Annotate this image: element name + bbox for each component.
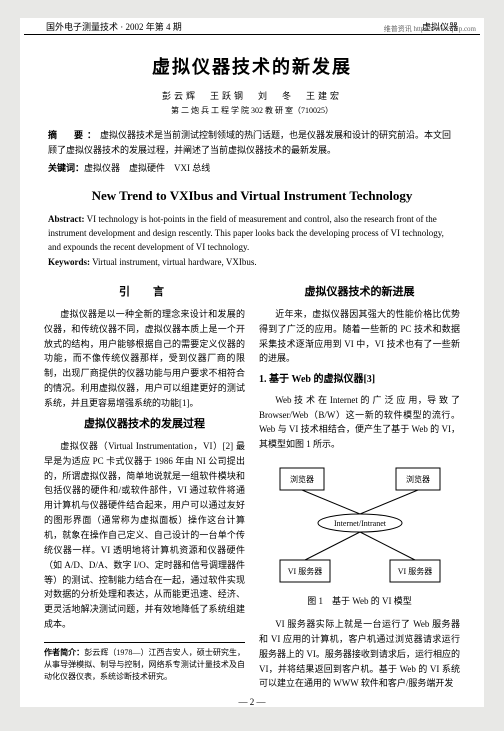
authors: 彭云辉 王跃钢 刘 冬 王建宏 (20, 89, 484, 102)
after-figure-paragraph: VI 服务器实际上就是一台运行了 Web 服务器和 VI 应用的计算机，客户机通… (259, 617, 460, 691)
abstract-en: Abstract: VI technology is hot-points in… (20, 212, 484, 255)
keywords-en-label: Keywords: (48, 257, 90, 267)
history-paragraph: 虚拟仪器（Virtual Instrumentation，VI）[2] 最早是为… (44, 439, 245, 632)
section-history-title: 虚拟仪器技术的发展过程 (44, 415, 245, 433)
figure-1-diagram: 浏览器 浏览器 Internet/Intranet VI 服务器 VI 服务器 (270, 460, 450, 590)
abstract-zh-label: 摘 要： (48, 130, 100, 140)
affiliation: 第 二 炮 兵 工 程 学 院 302 教 研 室（710025） (20, 105, 484, 116)
abstract-zh: 摘 要：虚拟仪器技术是当前测试控制领域的热门话题，也是仪器发展和设计的研究前沿。… (20, 128, 484, 159)
column-left: 引 言 虚拟仪器是以一种全新的理念来设计和发展的仪器，和传统仪器不同，虚拟仪器本… (44, 279, 245, 691)
newdev-paragraph: 近年来，虚拟仪器因其强大的性能价格比优势得到了广泛的应用。随着一些新的 PC 技… (259, 307, 460, 366)
subsection-web-title: 1. 基于 Web 的虚拟仪器[3] (259, 372, 460, 389)
keywords-en: Keywords: Virtual instrument, virtual ha… (20, 257, 484, 267)
header-left: 国外电子测量技术 · 2002 年第 4 期 (46, 20, 182, 33)
intro-paragraph: 虚拟仪器是以一种全新的理念来设计和发展的仪器，和传统仪器不同，虚拟仪器本质上是一… (44, 307, 245, 411)
page-number: — 2 — (20, 697, 484, 707)
section-newdev-title: 虚拟仪器技术的新进展 (259, 283, 460, 301)
author-bio-label: 作者简介： (44, 648, 84, 657)
keywords-zh: 关键词：虚拟仪器 虚拟硬件 VXI 总线 (20, 161, 484, 174)
web-paragraph: Web 技 术 在 Internet 的 广 泛 应 用，导 致 了 Brows… (259, 393, 460, 452)
title-zh: 虚拟仪器技术的新发展 (20, 53, 484, 79)
svg-text:VI 服务器: VI 服务器 (397, 566, 431, 576)
keywords-zh-label: 关键词： (48, 163, 84, 173)
body-columns: 引 言 虚拟仪器是以一种全新的理念来设计和发展的仪器，和传统仪器不同，虚拟仪器本… (20, 279, 484, 691)
svg-text:VI 服务器: VI 服务器 (287, 566, 321, 576)
source-url: 维普资讯 http://www.cqvip.com (384, 24, 476, 34)
keywords-zh-text: 虚拟仪器 虚拟硬件 VXI 总线 (84, 163, 210, 173)
abstract-en-text: VI technology is hot-points in the field… (48, 214, 444, 253)
author-bio: 作者简介：彭云辉（1978—）江西吉安人，硕士研究生，从事导弹模拟、制导与控制，… (44, 642, 245, 683)
keywords-en-text: Virtual instrument, virtual hardware, VX… (92, 257, 257, 267)
column-right: 虚拟仪器技术的新进展 近年来，虚拟仪器因其强大的性能价格比优势得到了广泛的应用。… (259, 279, 460, 691)
title-en: New Trend to VXIbus and Virtual Instrume… (20, 188, 484, 204)
svg-text:浏览器: 浏览器 (406, 474, 430, 484)
figure-1-caption: 图 1 基于 Web 的 VI 模型 (259, 594, 460, 609)
abstract-en-label: Abstract: (48, 214, 85, 224)
svg-text:Internet/Intranet: Internet/Intranet (334, 519, 387, 528)
abstract-zh-text: 虚拟仪器技术是当前测试控制领域的热门话题，也是仪器发展和设计的研究前沿。本文回顾… (48, 130, 451, 155)
section-intro-title: 引 言 (44, 283, 245, 301)
page: 国外电子测量技术 · 2002 年第 4 期 虚拟仪器 虚拟仪器技术的新发展 彭… (20, 18, 484, 707)
svg-text:浏览器: 浏览器 (290, 474, 314, 484)
